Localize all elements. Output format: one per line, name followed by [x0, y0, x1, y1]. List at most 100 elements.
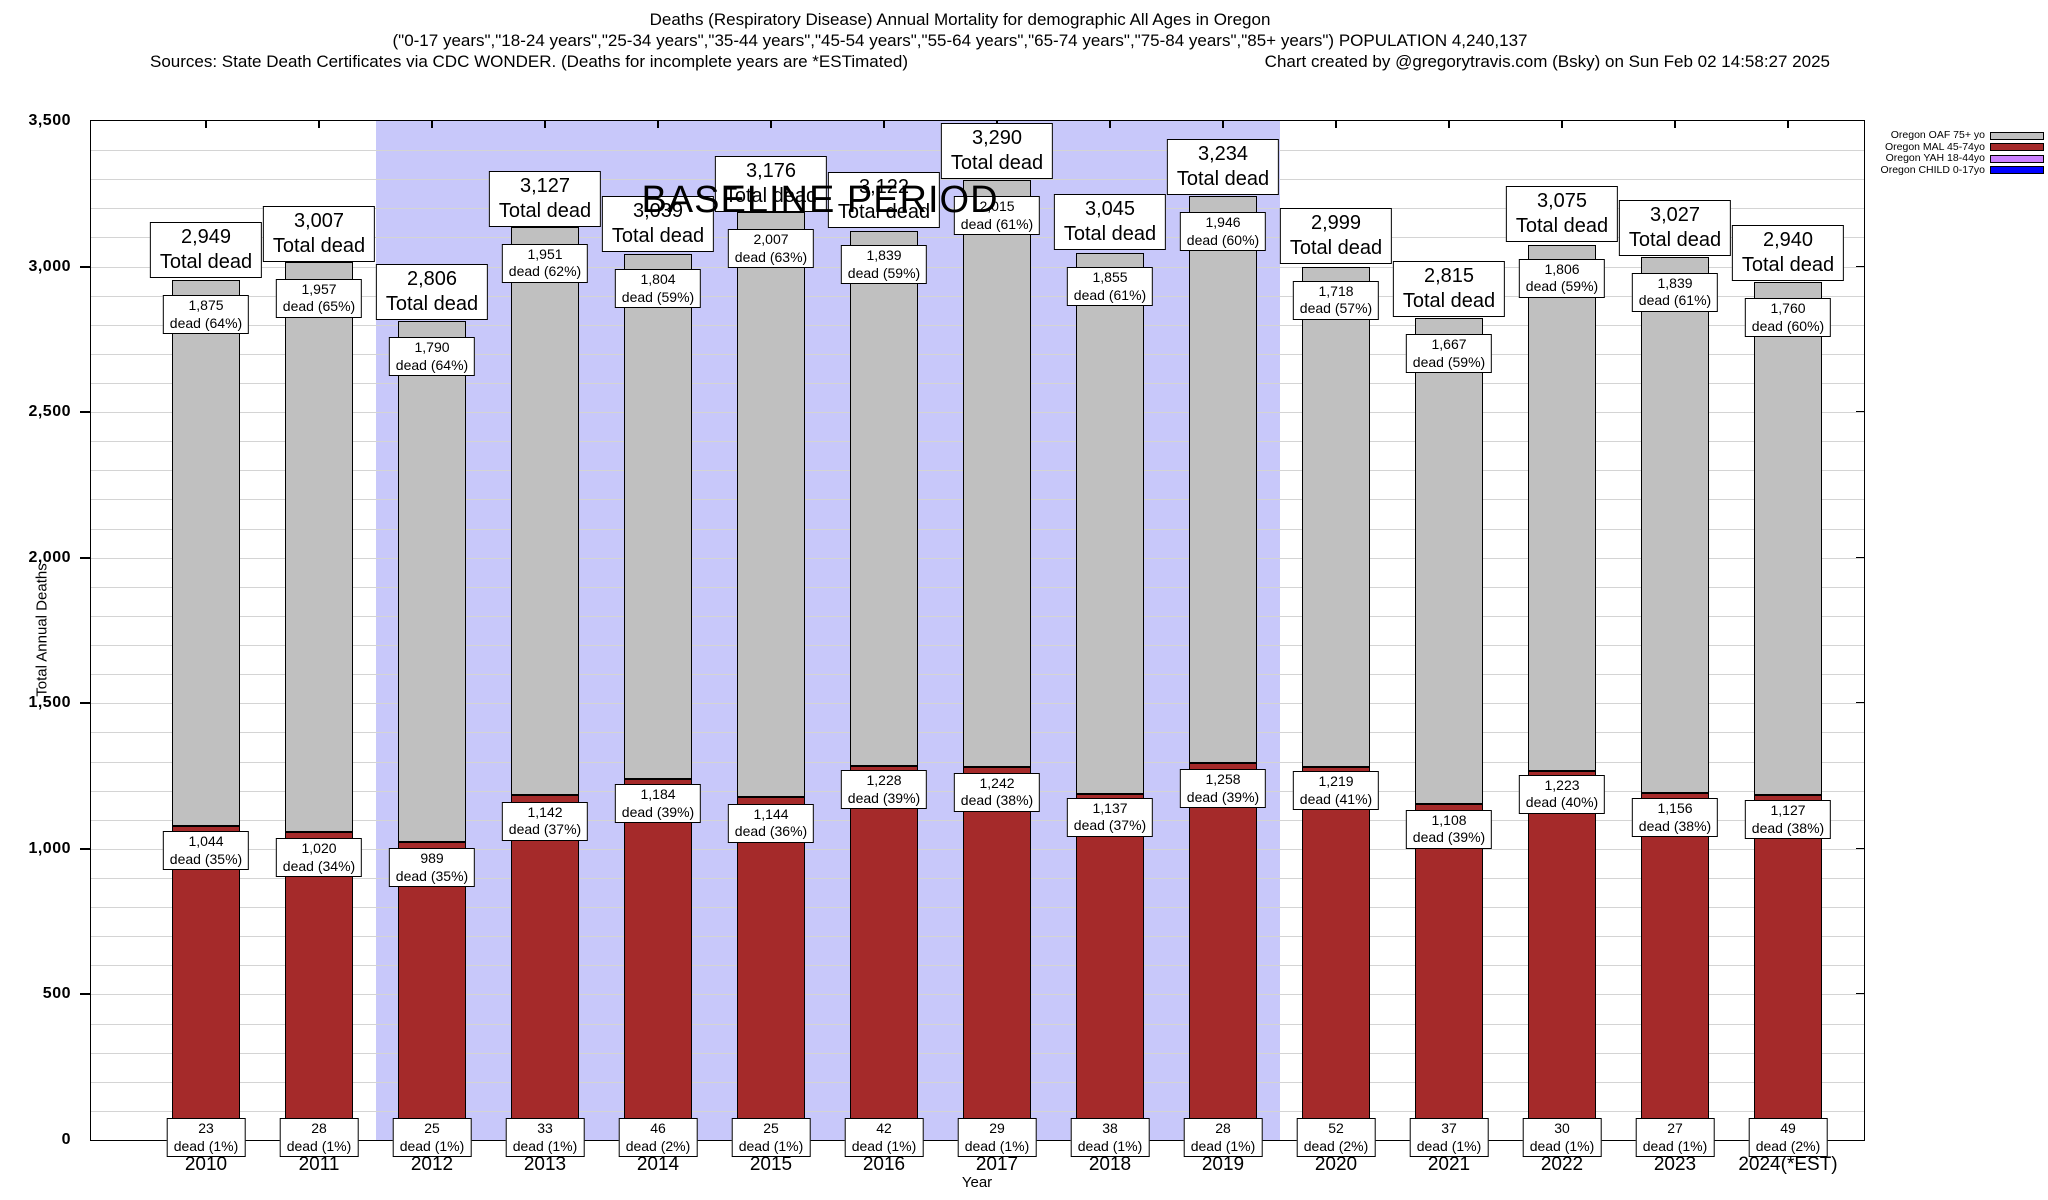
x-tick-label-2024(*EST): 2024(*EST): [1738, 1154, 1838, 1175]
yah-segment-label: 37 dead (1%): [1409, 1118, 1489, 1157]
bar-2013-segment-oaf-75plus: [511, 226, 579, 795]
total-dead-label: 3,045 Total dead: [1053, 194, 1167, 251]
x-top-tick: [1448, 121, 1450, 128]
legend-label: Oregon YAH 18-44yo: [1885, 152, 1985, 164]
total-dead-label: 3,234 Total dead: [1166, 139, 1280, 196]
yah-segment-label: 28 dead (1%): [1183, 1118, 1263, 1157]
bar-2022-segment-mal-45-74: [1528, 770, 1596, 1127]
bar-2019-segment-oaf-75plus: [1189, 196, 1257, 763]
bar-2015-segment-mal-45-74: [737, 796, 805, 1130]
x-top-tick: [1561, 121, 1563, 128]
baseline-period-annotation: BASELINE PERIOD: [641, 179, 999, 221]
total-dead-label: 3,290 Total dead: [940, 123, 1054, 180]
oaf-segment-label: 1,855 dead (61%): [1066, 267, 1154, 307]
x-top-tick: [205, 121, 207, 128]
x-tick-label-2011: 2011: [298, 1154, 340, 1175]
legend-swatch: [1990, 143, 2044, 152]
x-tick-label-2022: 2022: [1540, 1154, 1584, 1175]
yah-segment-label: 28 dead (1%): [279, 1118, 359, 1157]
mal-segment-label: 1,144 dead (36%): [727, 803, 815, 843]
x-top-tick: [431, 121, 433, 128]
total-dead-label: 3,007 Total dead: [262, 205, 376, 262]
x-tick-label-2010: 2010: [184, 1154, 228, 1175]
oaf-segment-label: 1,839 dead (61%): [1631, 272, 1719, 312]
y-major-tick-left: [80, 702, 90, 705]
bar-2024(*EST)-segment-oaf-75plus: [1754, 282, 1822, 795]
sources-text: Sources: State Death Certificates via CD…: [150, 52, 909, 71]
y-tick-label: 3,500: [28, 112, 71, 129]
yah-segment-label: 29 dead (1%): [957, 1118, 1037, 1157]
bar-2015-segment-oaf-75plus: [737, 212, 805, 797]
bar-2023-segment-oaf-75plus: [1641, 257, 1709, 793]
x-tick-label-2013: 2013: [523, 1154, 567, 1175]
total-dead-label: 3,075 Total dead: [1505, 185, 1619, 242]
yah-segment-label: 23 dead (1%): [166, 1118, 246, 1157]
bar-2021-segment-oaf-75plus: [1415, 318, 1483, 804]
total-dead-label: 2,940 Total dead: [1731, 225, 1845, 282]
oaf-segment-label: 1,804 dead (59%): [614, 269, 702, 309]
bar-2020-segment-oaf-75plus: [1302, 266, 1370, 767]
x-tick-label-2018: 2018: [1088, 1154, 1132, 1175]
yah-segment-label: 30 dead (1%): [1522, 1118, 1602, 1157]
y-major-tick-left: [80, 847, 90, 850]
bar-2018-segment-oaf-75plus: [1076, 253, 1144, 794]
x-top-tick: [544, 121, 546, 128]
bar-2013-segment-mal-45-74: [511, 794, 579, 1128]
total-dead-label: 3,122 Total dead: [827, 172, 941, 229]
yah-segment-label: 33 dead (1%): [505, 1118, 585, 1157]
bar-2024(*EST)-segment-mal-45-74: [1754, 794, 1822, 1123]
legend-item: Oregon MAL 45-74yo: [1881, 141, 2044, 154]
yah-segment-label: 27 dead (1%): [1635, 1118, 1715, 1157]
legend-swatch: [1990, 154, 2044, 163]
y-tick-label: 3,000: [28, 257, 71, 275]
bar-2010-segment-oaf-75plus: [172, 280, 240, 827]
y-tick-label: 1,500: [28, 694, 71, 712]
mal-segment-label: 1,223 dead (40%): [1518, 774, 1606, 814]
legend-item: Oregon CHILD 0-17yo: [1881, 164, 2044, 177]
oaf-segment-label: 1,760 dead (60%): [1744, 298, 1832, 338]
x-tick-label-2017: 2017: [975, 1154, 1019, 1175]
x-tick-label-2023: 2023: [1653, 1154, 1697, 1175]
y-tick-label: 500: [42, 985, 71, 1003]
oaf-segment-label: 1,957 dead (65%): [275, 278, 363, 318]
legend-label: Oregon OAF 75+ yo: [1890, 129, 1985, 141]
mal-segment-label: 1,137 dead (37%): [1066, 797, 1154, 837]
bar-2014-segment-oaf-75plus: [624, 253, 692, 779]
bar-2019-segment-mal-45-74: [1189, 762, 1257, 1129]
x-tick-label-2021: 2021: [1427, 1154, 1471, 1175]
y-major-tick-left: [80, 265, 90, 268]
oaf-segment-label: 1,790 dead (64%): [388, 337, 476, 377]
grid-line: [91, 179, 1864, 181]
legend-swatch: [1990, 131, 2044, 140]
yah-segment-label: 25 dead (1%): [731, 1118, 811, 1157]
x-tick-label-2014: 2014: [636, 1154, 680, 1175]
total-dead-label: 3,039 Total dead: [601, 196, 715, 253]
mal-segment-label: 1,108 dead (39%): [1405, 809, 1493, 849]
x-tick-label-2019: 2019: [1201, 1154, 1245, 1175]
yah-segment-label: 25 dead (1%): [392, 1118, 472, 1157]
x-tick-label-2015: 2015: [749, 1154, 793, 1175]
x-top-tick: [1335, 121, 1337, 128]
bar-2020-segment-mal-45-74: [1302, 766, 1370, 1122]
bar-2022-segment-oaf-75plus: [1528, 244, 1596, 771]
mal-segment-label: 1,156 dead (38%): [1631, 798, 1719, 838]
total-dead-label: 3,176 Total dead: [714, 156, 828, 213]
yah-segment-label: 42 dead (1%): [844, 1118, 924, 1157]
x-top-tick: [1787, 121, 1789, 128]
total-dead-label: 3,027 Total dead: [1618, 199, 1732, 256]
oaf-segment-label: 1,946 dead (60%): [1179, 212, 1267, 252]
mal-segment-label: 1,228 dead (39%): [840, 770, 928, 810]
bar-2012-segment-mal-45-74: [398, 841, 466, 1130]
x-top-tick: [1222, 121, 1224, 128]
total-dead-label: 2,815 Total dead: [1392, 261, 1506, 318]
yah-segment-label: 49 dead (2%): [1748, 1118, 1828, 1157]
y-tick-label: 2,500: [28, 403, 71, 421]
oaf-segment-label: 1,839 dead (59%): [840, 245, 928, 285]
oaf-segment-label: 1,875 dead (64%): [162, 295, 250, 335]
bar-2012-segment-oaf-75plus: [398, 320, 466, 842]
mal-segment-label: 1,258 dead (39%): [1179, 769, 1267, 808]
y-major-tick-left: [80, 411, 90, 414]
mal-segment-label: 1,044 dead (35%): [162, 831, 250, 871]
bar-2011-segment-mal-45-74: [285, 831, 353, 1129]
